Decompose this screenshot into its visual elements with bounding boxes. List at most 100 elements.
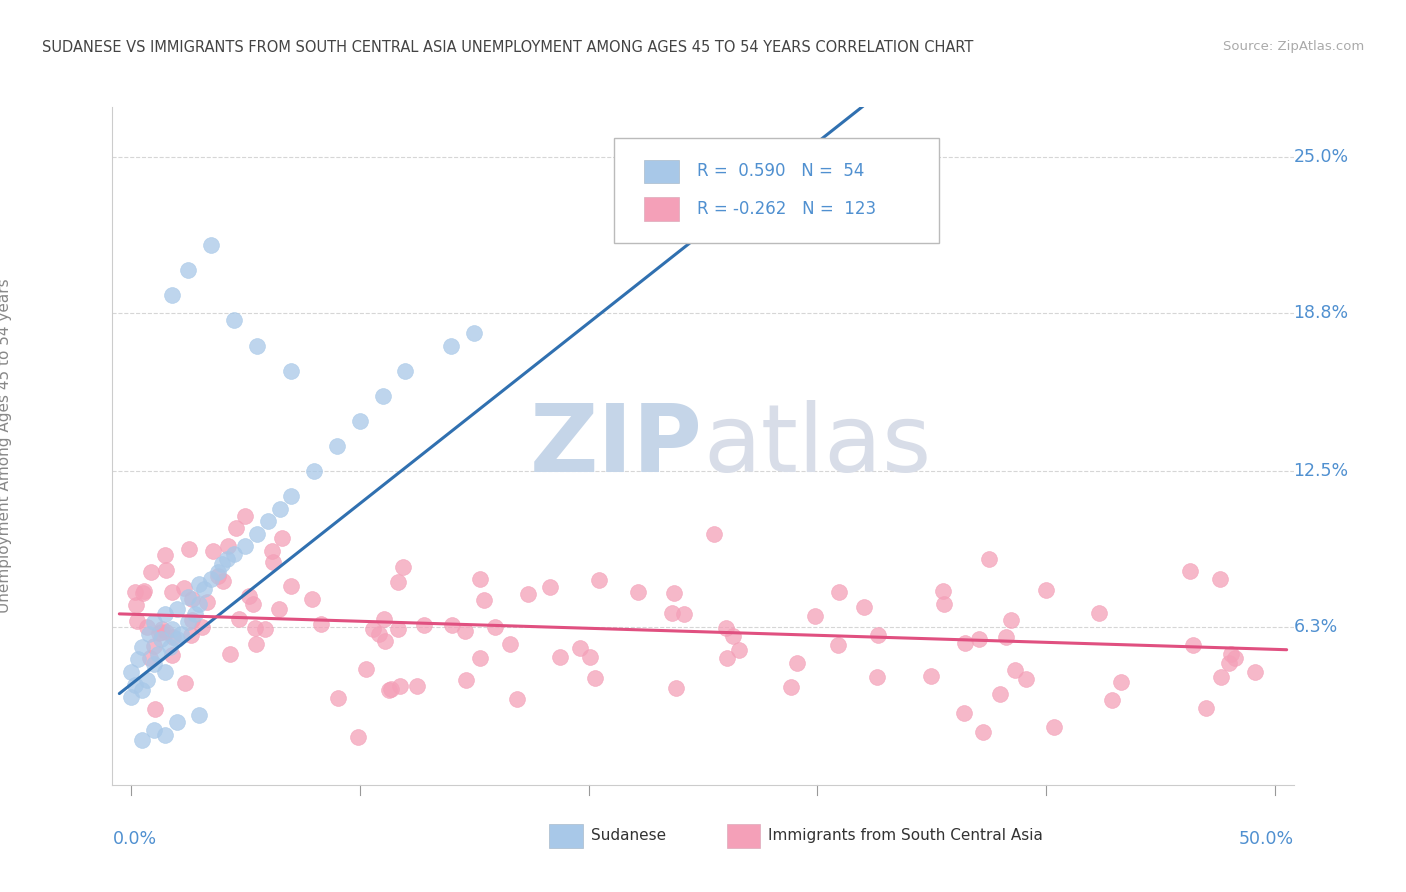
Point (148, 625, 170, 640)
Text: 6.3%: 6.3% (1294, 618, 1337, 636)
Point (193, 582, 215, 596)
Point (972, 725, 994, 739)
Text: Sudanese: Sudanese (591, 829, 666, 843)
Point (166, 602, 188, 616)
Point (1209, 670, 1232, 684)
Point (827, 638, 849, 652)
Point (141, 565, 163, 579)
Point (166, 715, 188, 730)
Point (131, 640, 153, 654)
Text: R =  0.590   N =  54: R = 0.590 N = 54 (697, 162, 865, 180)
Point (233, 508, 256, 523)
Point (217, 539, 239, 553)
Point (139, 650, 162, 665)
Point (201, 544, 224, 558)
Text: R = -0.262   N =  123: R = -0.262 N = 123 (697, 200, 876, 218)
Point (142, 723, 165, 737)
Point (1109, 675, 1132, 690)
Point (373, 612, 395, 626)
Point (405, 679, 427, 693)
Point (301, 592, 323, 607)
Text: atlas: atlas (703, 400, 931, 492)
Point (135, 673, 157, 687)
Point (349, 414, 371, 428)
Point (153, 728, 176, 742)
Point (150, 623, 173, 637)
Point (627, 585, 650, 599)
Point (166, 632, 188, 647)
Point (138, 627, 160, 641)
Point (588, 574, 610, 588)
Point (245, 637, 267, 651)
Point (703, 527, 725, 541)
Point (162, 585, 184, 599)
FancyBboxPatch shape (644, 160, 679, 184)
Point (177, 590, 200, 604)
Point (181, 591, 204, 606)
Point (361, 622, 384, 636)
Point (245, 621, 267, 635)
Point (188, 707, 211, 722)
Point (920, 669, 942, 683)
Point (280, 364, 302, 378)
Point (326, 439, 349, 453)
Point (721, 629, 744, 643)
Point (440, 338, 463, 352)
Point (120, 690, 142, 704)
Point (132, 584, 155, 599)
Point (1244, 665, 1267, 679)
Text: 25.0%: 25.0% (1294, 148, 1348, 166)
Point (177, 615, 200, 629)
Point (262, 555, 284, 569)
Point (125, 614, 148, 628)
Point (181, 613, 204, 627)
Text: 0.0%: 0.0% (112, 830, 156, 848)
Point (257, 514, 280, 528)
Point (468, 651, 491, 665)
Point (326, 690, 349, 705)
Point (207, 565, 229, 579)
Point (125, 598, 148, 612)
Point (931, 583, 953, 598)
Point (716, 622, 738, 636)
Point (269, 501, 291, 516)
Point (228, 612, 250, 626)
Point (1000, 614, 1022, 628)
Point (155, 562, 177, 576)
Text: Unemployment Among Ages 45 to 54 years: Unemployment Among Ages 45 to 54 years (0, 278, 13, 614)
Point (853, 599, 876, 614)
Point (173, 581, 195, 595)
Point (162, 630, 184, 644)
Text: Immigrants from South Central Asia: Immigrants from South Central Asia (768, 829, 1043, 843)
Point (148, 648, 170, 662)
Point (225, 521, 247, 535)
Point (246, 338, 269, 352)
Point (394, 364, 416, 378)
Point (124, 585, 146, 599)
Point (932, 597, 955, 611)
Point (378, 683, 401, 698)
Point (413, 617, 436, 632)
Point (780, 680, 803, 694)
Point (728, 643, 751, 657)
Point (184, 607, 207, 622)
Point (1088, 606, 1111, 620)
Point (150, 625, 173, 640)
Point (160, 622, 183, 636)
Point (124, 677, 146, 691)
Point (309, 617, 332, 632)
Point (463, 326, 485, 340)
Point (977, 552, 1000, 566)
Point (222, 547, 245, 561)
Point (131, 732, 153, 747)
Text: SUDANESE VS IMMIGRANTS FROM SOUTH CENTRAL ASIA UNEMPLOYMENT AMONG AGES 45 TO 54 : SUDANESE VS IMMIGRANTS FROM SOUTH CENTRA… (42, 40, 973, 55)
Point (195, 594, 218, 608)
Point (583, 671, 606, 685)
Point (380, 681, 402, 696)
Point (506, 692, 529, 706)
Point (828, 584, 851, 599)
Point (1220, 648, 1243, 662)
Point (665, 681, 688, 695)
Point (280, 489, 302, 503)
Point (354, 662, 377, 676)
